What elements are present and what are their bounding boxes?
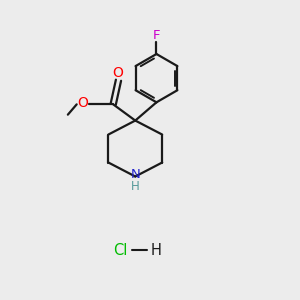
Text: Cl: Cl — [113, 243, 128, 258]
Text: F: F — [153, 29, 160, 42]
Text: H: H — [151, 243, 161, 258]
Text: N: N — [130, 168, 140, 181]
Text: H: H — [131, 180, 140, 193]
Text: O: O — [112, 66, 123, 80]
Text: O: O — [77, 97, 88, 110]
